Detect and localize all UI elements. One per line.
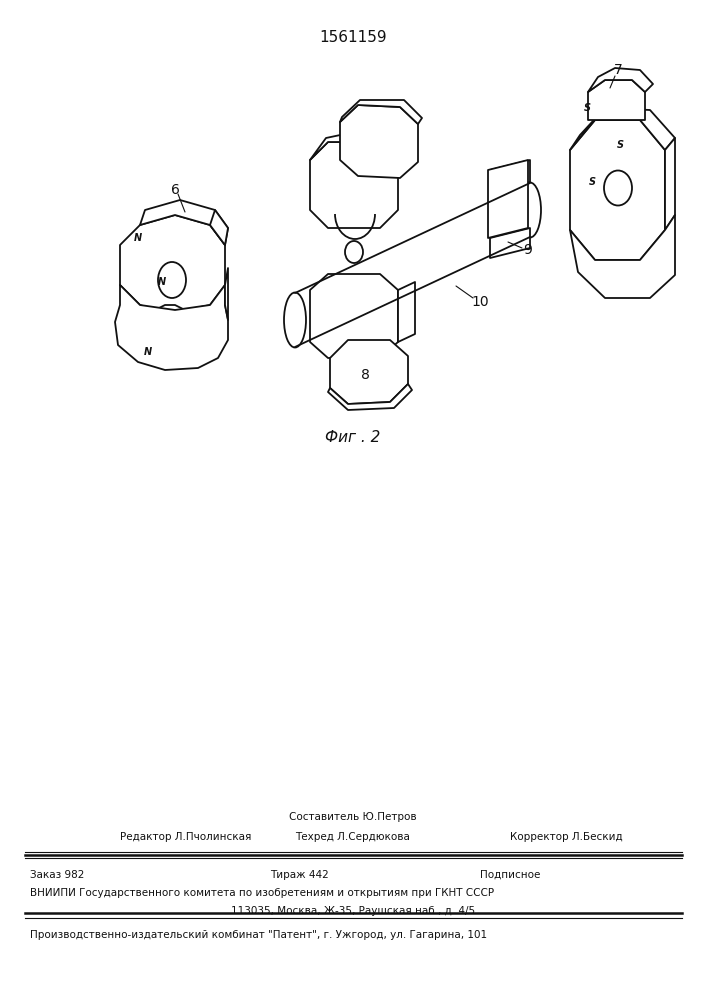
Text: Тираж 442: Тираж 442: [270, 870, 329, 880]
Polygon shape: [490, 228, 530, 258]
Polygon shape: [140, 200, 228, 245]
Text: S: S: [617, 140, 624, 150]
Text: 6: 6: [170, 183, 180, 197]
Text: ВНИИПИ Государственного комитета по изобретениям и открытиям при ГКНТ СССР: ВНИИПИ Государственного комитета по изоб…: [30, 888, 494, 898]
Text: Составитель Ю.Петров: Составитель Ю.Петров: [289, 812, 417, 822]
Text: N: N: [144, 347, 152, 357]
Polygon shape: [398, 282, 415, 342]
Text: 113035, Москва, Ж-35, Раушская наб., д. 4/5: 113035, Москва, Ж-35, Раушская наб., д. …: [231, 906, 475, 916]
Polygon shape: [210, 210, 228, 245]
Polygon shape: [310, 134, 415, 160]
Polygon shape: [570, 108, 675, 150]
Polygon shape: [328, 384, 412, 410]
Text: N: N: [158, 277, 166, 287]
Polygon shape: [310, 274, 398, 358]
Text: Производственно-издательский комбинат "Патент", г. Ужгород, ул. Гагарина, 101: Производственно-издательский комбинат "П…: [30, 930, 487, 940]
Polygon shape: [310, 142, 398, 228]
Text: 1561159: 1561159: [319, 30, 387, 45]
Polygon shape: [120, 215, 225, 310]
Text: Корректор Л.Бескид: Корректор Л.Бескид: [510, 832, 623, 842]
Text: Фиг . 2: Фиг . 2: [325, 430, 380, 445]
Polygon shape: [570, 120, 665, 260]
Polygon shape: [490, 160, 530, 192]
Text: S: S: [588, 177, 595, 187]
Text: S: S: [583, 103, 590, 113]
Text: Подписное: Подписное: [480, 870, 540, 880]
Text: Заказ 982: Заказ 982: [30, 870, 84, 880]
Polygon shape: [665, 138, 675, 230]
Polygon shape: [588, 80, 645, 120]
Text: Редактор Л.Пчолинская: Редактор Л.Пчолинская: [120, 832, 252, 842]
Polygon shape: [570, 215, 675, 298]
Polygon shape: [340, 105, 418, 178]
Polygon shape: [330, 340, 408, 404]
Text: N: N: [134, 233, 142, 243]
Text: 9: 9: [524, 243, 532, 257]
Text: Техред Л.Сердюкова: Техред Л.Сердюкова: [295, 832, 410, 842]
Text: 8: 8: [361, 368, 370, 382]
Polygon shape: [340, 100, 422, 124]
Text: 7: 7: [614, 63, 622, 77]
Polygon shape: [115, 285, 228, 370]
Polygon shape: [225, 268, 228, 320]
Polygon shape: [588, 68, 653, 92]
Text: 10: 10: [471, 295, 489, 309]
Polygon shape: [488, 160, 528, 238]
